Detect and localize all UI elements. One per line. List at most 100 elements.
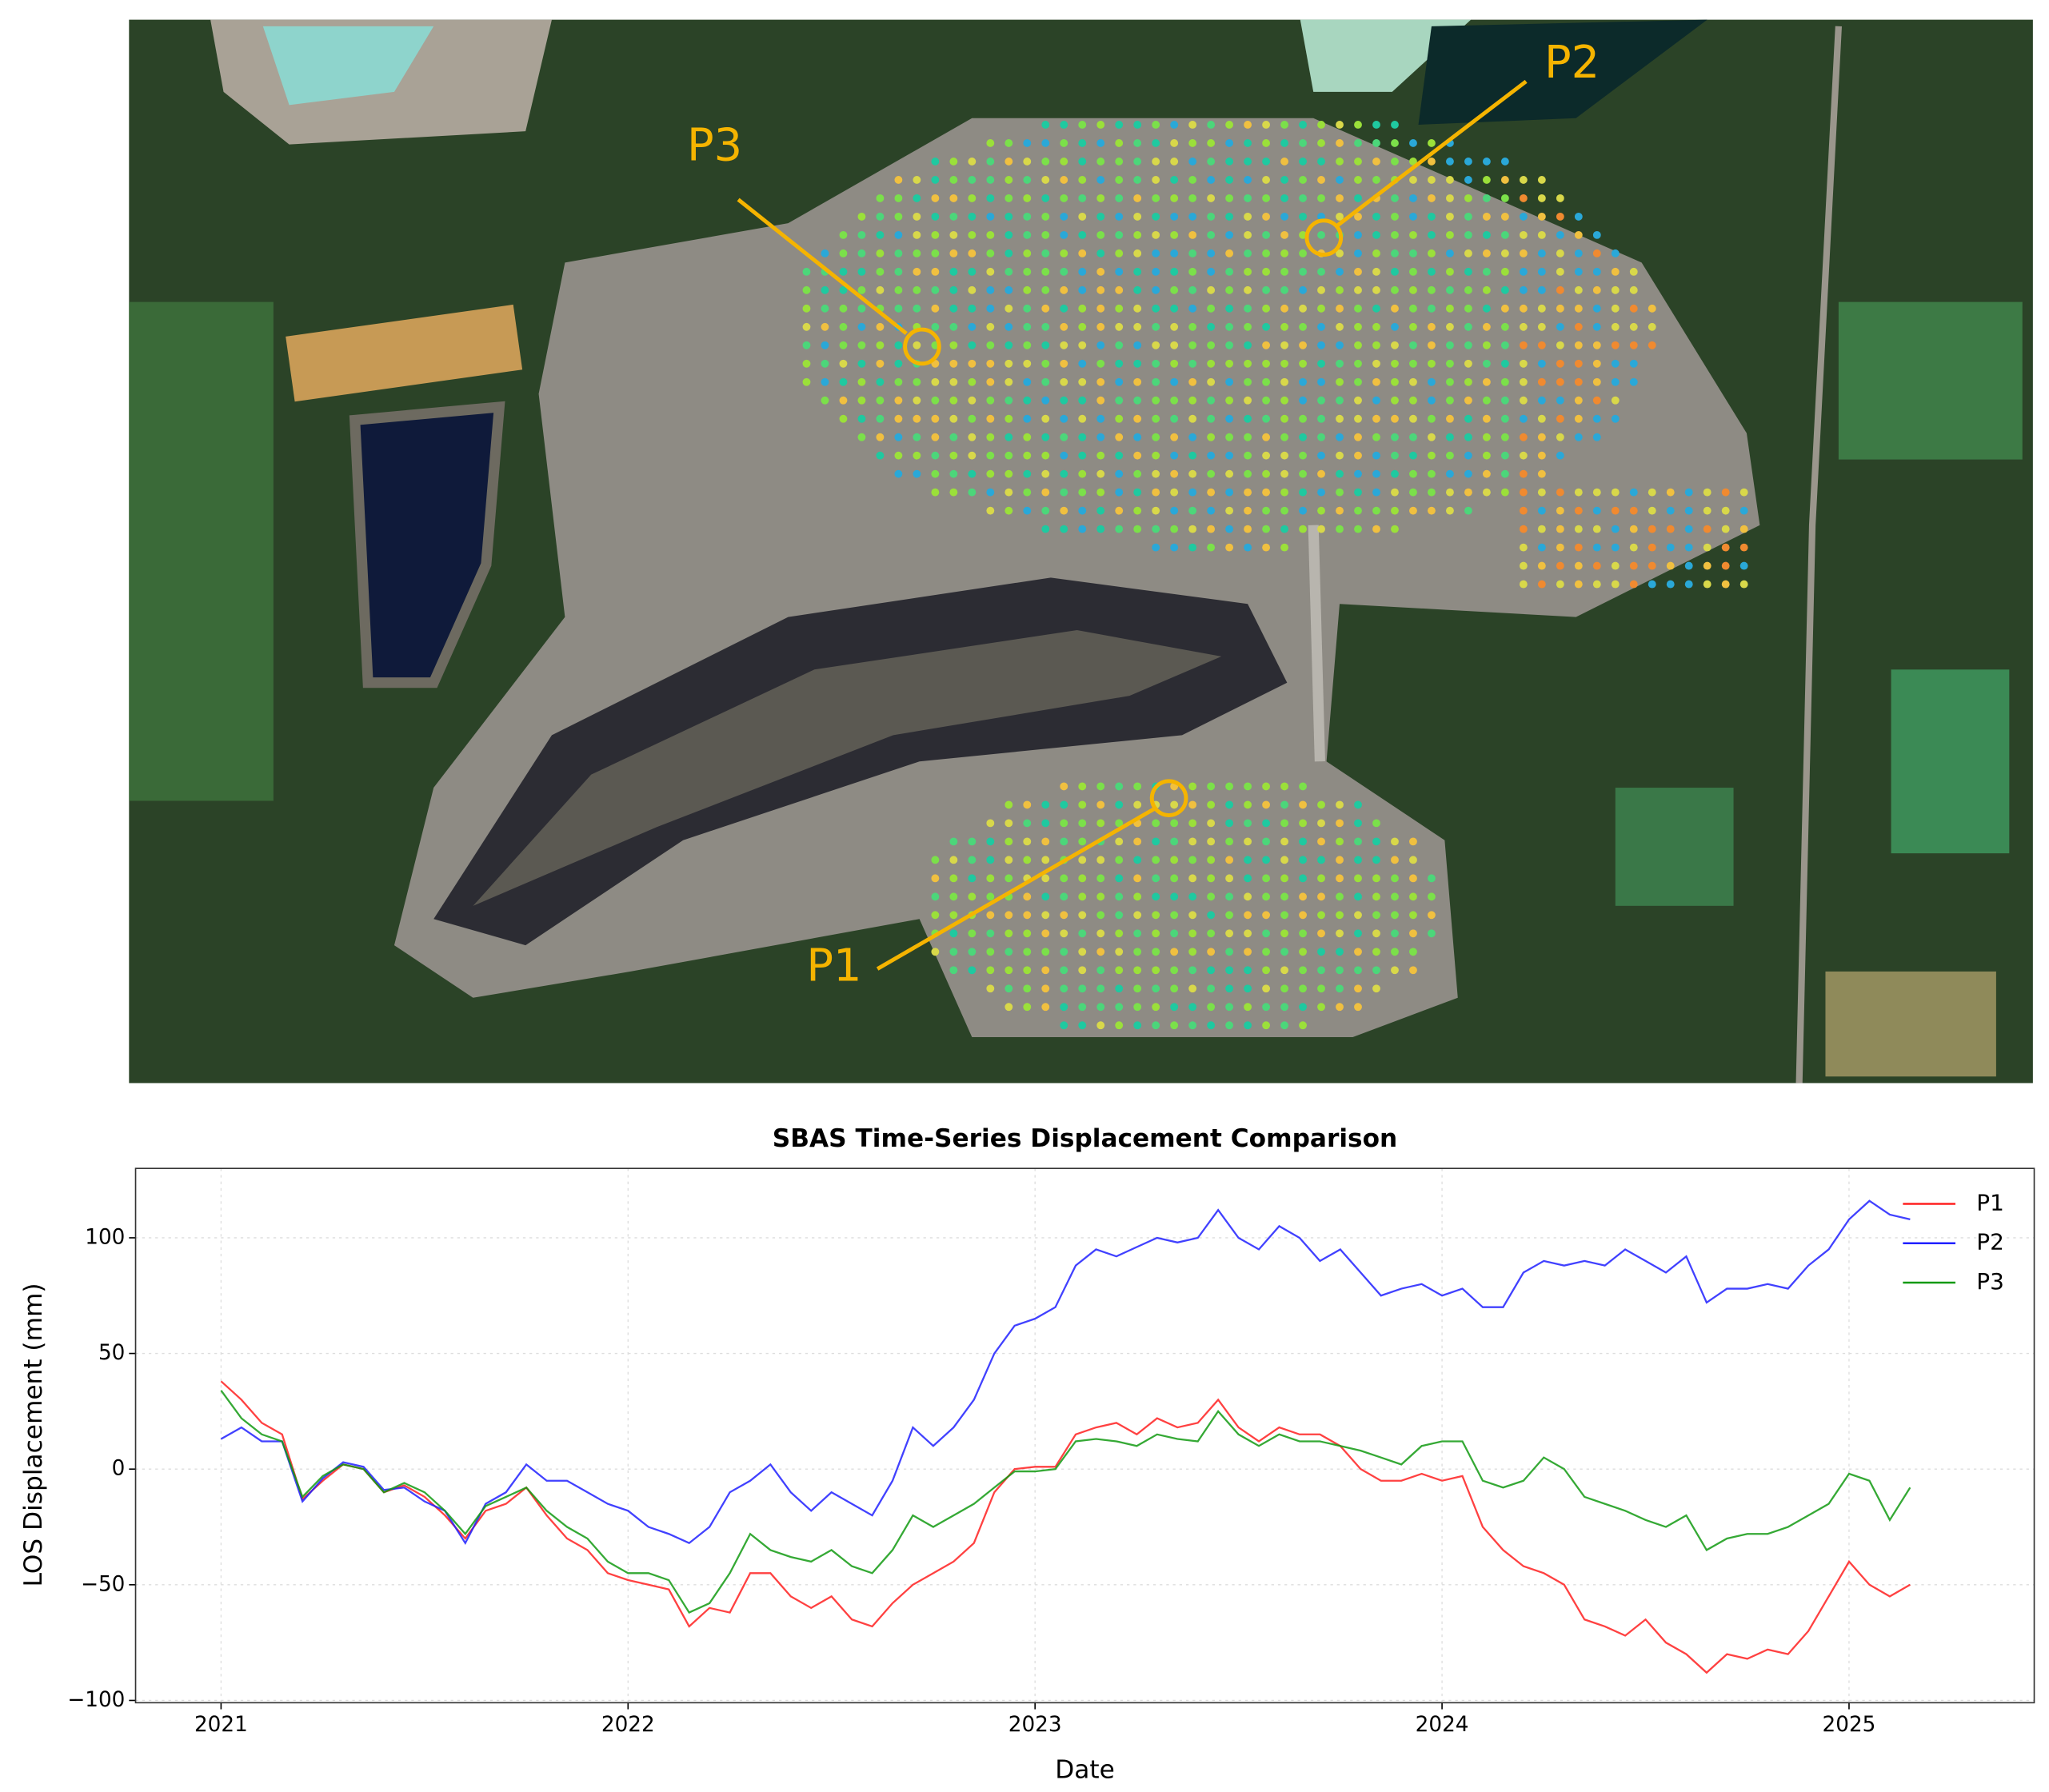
insar-point <box>1133 139 1142 147</box>
insar-point <box>1041 341 1050 349</box>
insar-point <box>1519 285 1528 294</box>
insar-point <box>894 341 903 349</box>
insar-point <box>1336 948 1344 956</box>
insar-point <box>1611 341 1620 349</box>
legend-label: P1 <box>1976 1189 2004 1215</box>
insar-point <box>876 341 885 349</box>
insar-point <box>986 359 995 368</box>
insar-point <box>1556 322 1564 331</box>
insar-point <box>1041 359 1050 368</box>
insar-point <box>1592 433 1601 441</box>
insar-point <box>1152 267 1160 276</box>
insar-point <box>1611 285 1620 294</box>
insar-point <box>1336 341 1344 349</box>
insar-point <box>1023 139 1032 147</box>
insar-point <box>1391 304 1399 313</box>
insar-point <box>1317 819 1325 828</box>
insar-point <box>931 285 940 294</box>
insar-point <box>1721 488 1730 497</box>
insar-point <box>1280 212 1288 221</box>
insar-point <box>1262 1021 1271 1030</box>
insar-point <box>968 874 977 883</box>
insar-point <box>1262 304 1271 313</box>
insar-point <box>1262 212 1271 221</box>
insar-point <box>1041 194 1050 202</box>
insar-point <box>1354 322 1362 331</box>
insar-point <box>1537 175 1546 184</box>
insar-point <box>1317 194 1325 202</box>
insar-point <box>1556 488 1564 497</box>
insar-point <box>1537 267 1546 276</box>
insar-point <box>931 911 940 920</box>
insar-point <box>1060 433 1068 441</box>
insar-point <box>1133 249 1142 257</box>
insar-point <box>1317 911 1325 920</box>
insar-point <box>1078 929 1087 938</box>
insar-point <box>1244 158 1252 166</box>
insar-point <box>1078 249 1087 257</box>
insar-point <box>1152 929 1160 938</box>
insar-point <box>1096 194 1105 202</box>
insar-point <box>931 396 940 405</box>
insar-point <box>894 285 903 294</box>
insar-point <box>857 414 866 423</box>
insar-point <box>1500 414 1509 423</box>
insar-point <box>1023 892 1032 901</box>
insar-point <box>931 469 940 478</box>
insar-point <box>1482 414 1491 423</box>
annotation-label: P2 <box>1544 37 1600 89</box>
insar-point <box>1060 525 1068 533</box>
insar-point <box>1317 984 1325 993</box>
insar-point <box>1464 377 1472 386</box>
insar-point <box>1336 377 1344 386</box>
insar-point <box>1115 158 1124 166</box>
insar-point <box>1188 341 1197 349</box>
insar-point <box>968 433 977 441</box>
insar-point <box>1519 194 1528 202</box>
insar-point <box>931 874 940 883</box>
insar-point <box>1005 175 1013 184</box>
insar-point <box>1317 377 1325 386</box>
insar-point <box>1096 249 1105 257</box>
insar-point <box>1648 580 1656 589</box>
insar-point <box>1611 525 1620 533</box>
insar-point <box>1336 414 1344 423</box>
insar-point <box>1023 285 1032 294</box>
insar-point <box>1556 525 1564 533</box>
insar-point <box>821 304 829 313</box>
insar-point <box>1500 267 1509 276</box>
insar-point <box>949 285 958 294</box>
insar-point <box>1041 304 1050 313</box>
insar-point <box>1409 451 1417 460</box>
insar-point <box>1648 488 1656 497</box>
insar-point <box>1446 359 1454 368</box>
insar-point <box>1041 267 1050 276</box>
insar-point <box>1299 856 1307 864</box>
insar-point <box>1133 892 1142 901</box>
insar-point <box>1262 800 1271 809</box>
insar-point <box>1592 580 1601 589</box>
insar-point <box>968 175 977 184</box>
insar-point <box>1060 414 1068 423</box>
insar-point <box>1574 304 1583 313</box>
insar-point <box>1023 158 1032 166</box>
field <box>1825 971 1996 1077</box>
insar-point <box>986 929 995 938</box>
insar-point <box>1354 139 1362 147</box>
insar-point <box>1207 525 1216 533</box>
insar-point <box>986 892 995 901</box>
insar-point <box>1005 396 1013 405</box>
insar-point <box>1060 837 1068 846</box>
insar-point <box>1060 194 1068 202</box>
insar-point <box>986 304 995 313</box>
insar-point <box>857 322 866 331</box>
insar-point <box>931 175 940 184</box>
insar-point <box>1078 892 1087 901</box>
insar-point <box>1372 267 1380 276</box>
pond <box>1418 19 1708 125</box>
insar-point <box>1225 966 1234 975</box>
insar-point <box>1446 341 1454 349</box>
insar-point <box>1721 580 1730 589</box>
x-axis-label: Date <box>1055 1756 1115 1785</box>
insar-point <box>1464 488 1472 497</box>
